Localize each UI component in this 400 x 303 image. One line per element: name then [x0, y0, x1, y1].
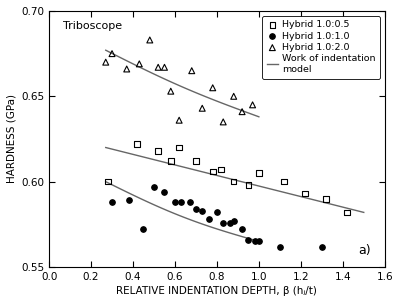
- Hybrid 1.0:2.0: [168, 89, 174, 94]
- Hybrid 1.0:1.0: [205, 217, 212, 222]
- Hybrid 1.0:2.0: [239, 109, 245, 114]
- Hybrid 1.0:1.0: [126, 198, 132, 203]
- Hybrid 1.0:1.0: [277, 244, 283, 249]
- Hybrid 1.0:2.0: [124, 67, 130, 72]
- Hybrid 1.0:1.0: [214, 210, 220, 215]
- Hybrid 1.0:2.0: [220, 119, 226, 124]
- Hybrid 1.0:1.0: [239, 227, 245, 232]
- Hybrid 1.0:1.0: [256, 239, 262, 244]
- Hybrid 1.0:2.0: [102, 60, 109, 65]
- Hybrid 1.0:0.5: [210, 169, 216, 174]
- Hybrid 1.0:0.5: [134, 142, 140, 147]
- Text: Triboscope: Triboscope: [62, 21, 122, 31]
- Hybrid 1.0:0.5: [281, 179, 287, 184]
- Hybrid 1.0:0.5: [218, 167, 224, 172]
- Hybrid 1.0:2.0: [176, 118, 182, 123]
- Hybrid 1.0:0.5: [168, 159, 174, 164]
- Hybrid 1.0:2.0: [146, 38, 153, 42]
- Hybrid 1.0:1.0: [151, 184, 157, 189]
- Hybrid 1.0:0.5: [105, 179, 111, 184]
- Hybrid 1.0:1.0: [226, 220, 233, 225]
- Text: a): a): [359, 244, 371, 257]
- Hybrid 1.0:2.0: [109, 51, 115, 56]
- Hybrid 1.0:0.5: [344, 210, 350, 215]
- Hybrid 1.0:0.5: [230, 179, 237, 184]
- Hybrid 1.0:2.0: [136, 62, 142, 66]
- Legend: Hybrid 1.0:0.5, Hybrid 1.0:1.0, Hybrid 1.0:2.0, Work of indentation
model: Hybrid 1.0:0.5, Hybrid 1.0:1.0, Hybrid 1…: [262, 16, 380, 78]
- Hybrid 1.0:2.0: [155, 65, 161, 70]
- Hybrid 1.0:1.0: [140, 227, 147, 232]
- Hybrid 1.0:0.5: [193, 159, 199, 164]
- Hybrid 1.0:0.5: [323, 196, 329, 201]
- Hybrid 1.0:0.5: [245, 183, 252, 188]
- Hybrid 1.0:2.0: [188, 68, 195, 73]
- Hybrid 1.0:0.5: [256, 171, 262, 175]
- Hybrid 1.0:2.0: [161, 65, 168, 70]
- Hybrid 1.0:2.0: [210, 85, 216, 90]
- Hybrid 1.0:1.0: [193, 207, 199, 211]
- Hybrid 1.0:1.0: [230, 218, 237, 223]
- Hybrid 1.0:1.0: [245, 237, 252, 242]
- Hybrid 1.0:2.0: [199, 106, 206, 111]
- Hybrid 1.0:0.5: [155, 148, 161, 153]
- Hybrid 1.0:1.0: [178, 200, 184, 205]
- Y-axis label: HARDNESS (GPa): HARDNESS (GPa): [7, 95, 17, 184]
- Hybrid 1.0:1.0: [199, 208, 206, 213]
- Hybrid 1.0:1.0: [319, 244, 325, 249]
- Hybrid 1.0:2.0: [249, 102, 256, 107]
- Hybrid 1.0:2.0: [230, 94, 237, 99]
- Hybrid 1.0:0.5: [176, 145, 182, 150]
- Hybrid 1.0:0.5: [302, 191, 308, 196]
- Hybrid 1.0:1.0: [109, 200, 115, 205]
- X-axis label: RELATIVE INDENTATION DEPTH, β (hⱼ/t): RELATIVE INDENTATION DEPTH, β (hⱼ/t): [116, 286, 317, 296]
- Hybrid 1.0:1.0: [220, 220, 226, 225]
- Hybrid 1.0:1.0: [252, 239, 258, 244]
- Hybrid 1.0:1.0: [172, 200, 178, 205]
- Hybrid 1.0:1.0: [186, 200, 193, 205]
- Hybrid 1.0:1.0: [161, 189, 168, 194]
